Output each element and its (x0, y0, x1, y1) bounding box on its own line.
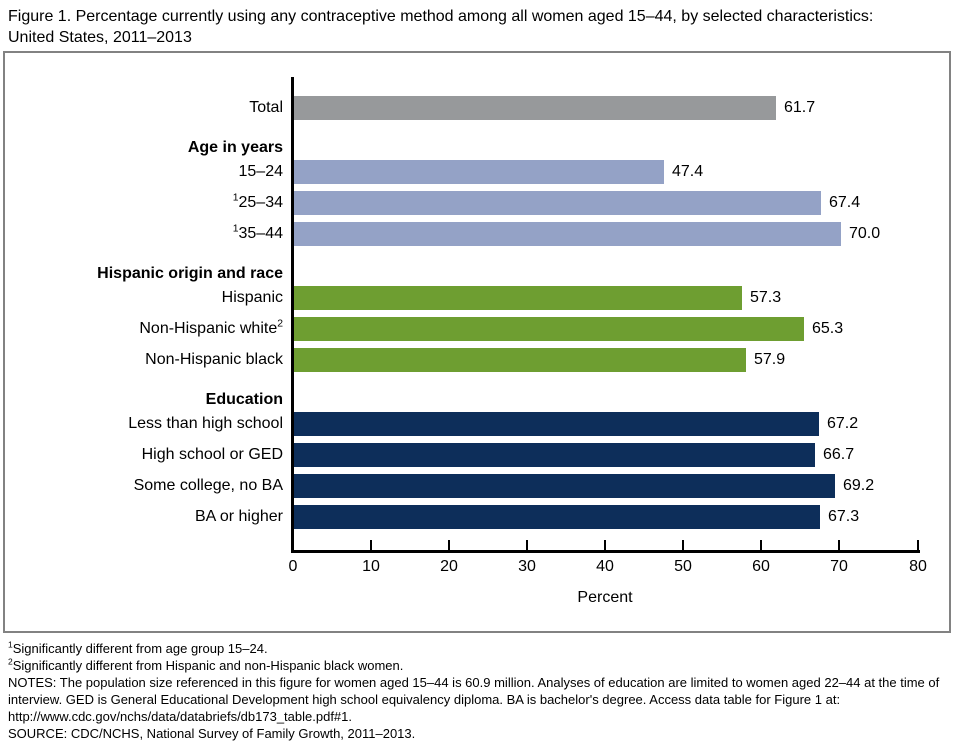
axis-tick-label: 80 (909, 558, 927, 575)
bar (294, 412, 819, 436)
x-axis-title: Percent (577, 589, 633, 606)
axis-tick (292, 540, 294, 550)
value-label: 66.7 (823, 446, 855, 463)
axis-tick-label: 0 (288, 558, 298, 575)
footnote-notes: NOTES: The population size referenced in… (8, 674, 950, 725)
axis-tick-label: 60 (752, 558, 770, 575)
footnote-1-sup: 1 (8, 639, 13, 650)
footnote-notes-text: NOTES: The population size referenced in… (8, 675, 940, 724)
chart-area: Total 61.7 Age in years 15–24 47.4 125–34 67.4… (3, 51, 951, 633)
footnote-1: 1Significantly different from age group … (8, 640, 950, 657)
footnote-source-text: SOURCE: CDC/NCHS, National Survey of Fam… (8, 726, 416, 741)
bar (294, 474, 835, 498)
axis-tick (760, 540, 762, 550)
value-label: 67.3 (828, 508, 860, 525)
axis-tick (526, 540, 528, 550)
axis-tick-label: 20 (440, 558, 458, 575)
axis-tick-label: 70 (830, 558, 848, 575)
category-label: BA or higher (194, 508, 283, 525)
axis-tick (838, 540, 840, 550)
value-label: 65.3 (812, 320, 844, 337)
figure-title-line-2: United States, 2011–2013 (8, 29, 192, 46)
footnote-1-text: Significantly different from age group 1… (12, 641, 268, 656)
category-label: Total (249, 99, 283, 116)
category-label: Some college, no BA (133, 477, 283, 494)
bar (294, 96, 776, 120)
figure-title: Figure 1. Percentage currently using any… (8, 6, 954, 48)
bar (294, 348, 746, 372)
axis-tick (682, 540, 684, 550)
footnote-2-sup: 2 (8, 656, 13, 667)
figure-title-line-1: Figure 1. Percentage currently using any… (8, 8, 874, 25)
category-label: 15–24 (238, 163, 284, 180)
group-header: Education (205, 391, 283, 408)
category-label: 135–44 (232, 223, 283, 242)
bar (294, 191, 821, 215)
value-label: 57.3 (750, 289, 782, 306)
value-label: 70.0 (849, 225, 881, 242)
axis-tick (604, 540, 606, 550)
group-header: Hispanic origin and race (97, 265, 283, 282)
bar (294, 317, 804, 341)
footnote-2: 2Significantly different from Hispanic a… (8, 657, 950, 674)
bar (294, 505, 820, 529)
axis-tick-label: 30 (518, 558, 536, 575)
value-label: 61.7 (784, 99, 816, 116)
value-label: 67.4 (829, 194, 861, 211)
axis-tick-label: 40 (596, 558, 614, 575)
axis-tick (448, 540, 450, 550)
footnote-2-text: Significantly different from Hispanic an… (12, 658, 404, 673)
axis-tick (370, 540, 372, 550)
category-label: 125–34 (232, 192, 283, 211)
category-label: Less than high school (128, 415, 283, 432)
footnotes: 1Significantly different from age group … (8, 640, 950, 742)
value-label: 69.2 (843, 477, 875, 494)
category-label: Non-Hispanic black (145, 351, 283, 368)
bar (294, 286, 742, 310)
category-label: High school or GED (141, 446, 283, 463)
bar (294, 160, 664, 184)
axis-tick (917, 540, 919, 550)
value-label: 67.2 (827, 415, 859, 432)
bar (294, 443, 815, 467)
y-axis (291, 77, 294, 553)
category-label: Hispanic (221, 289, 283, 306)
bar (294, 222, 841, 246)
axis-tick-label: 10 (362, 558, 380, 575)
group-header: Age in years (187, 139, 283, 156)
footnote-source: SOURCE: CDC/NCHS, National Survey of Fam… (8, 725, 950, 742)
value-label: 47.4 (672, 163, 704, 180)
value-label: 57.9 (754, 351, 786, 368)
axis-tick-label: 50 (674, 558, 692, 575)
x-axis (291, 550, 920, 553)
category-label: Non-Hispanic white2 (139, 318, 283, 337)
